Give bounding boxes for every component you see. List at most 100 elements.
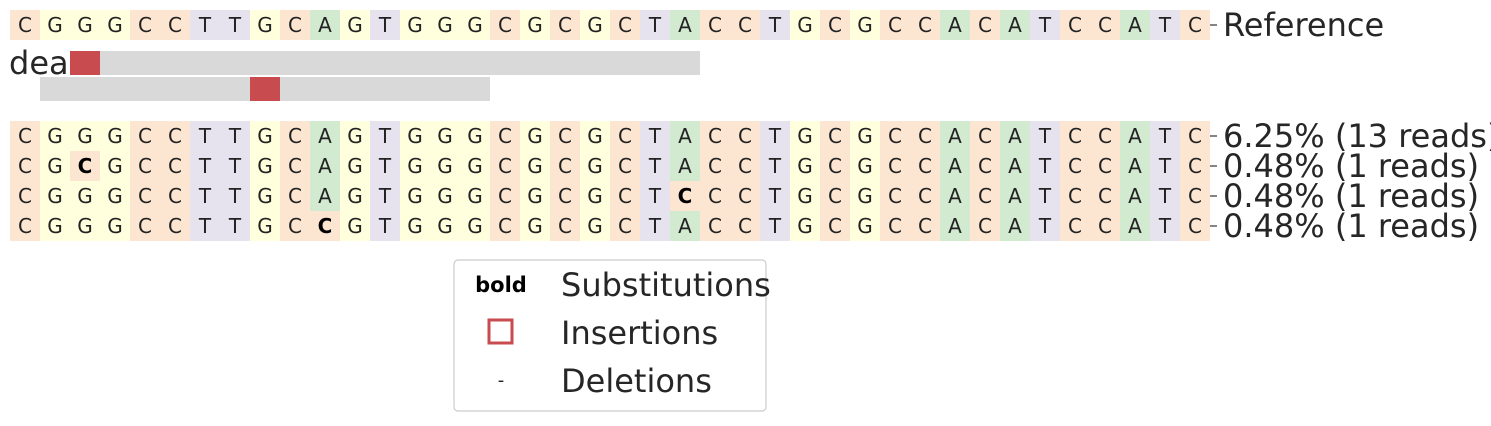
allele-cell (10, 181, 40, 211)
base-letter: C (18, 13, 32, 37)
reference-cell (880, 10, 910, 40)
base-letter: A (678, 214, 692, 238)
reference-cell (340, 10, 370, 40)
allele-cell (160, 211, 190, 241)
base-letter: G (347, 184, 363, 208)
allele-cell (400, 211, 430, 241)
reference-cell (250, 10, 280, 40)
base-letter: T (378, 214, 392, 238)
allele-cell (1000, 211, 1030, 241)
allele-cell (490, 151, 520, 181)
reference-cell (40, 10, 70, 40)
allele-cell (280, 121, 310, 151)
base-letter: C (138, 13, 152, 37)
allele-cell (130, 181, 160, 211)
allele-cell (280, 151, 310, 181)
reference-cell (820, 10, 850, 40)
legend: bold Substitutions Insertions - Deletion… (453, 259, 771, 412)
allele-cell (1030, 121, 1060, 151)
base-letter: G (527, 124, 543, 148)
base-letter: C (918, 154, 932, 178)
base-letter: T (1158, 214, 1172, 238)
allele-cell (640, 121, 670, 151)
base-letter: T (768, 214, 782, 238)
allele-cell (1000, 121, 1030, 151)
base-letter: C (558, 154, 572, 178)
allele-cell (970, 121, 1000, 151)
allele-cell (1000, 151, 1030, 181)
reference-cell (1180, 10, 1210, 40)
guide-bars (40, 51, 700, 101)
reference-cell (640, 10, 670, 40)
base-letter: G (857, 184, 873, 208)
allele-cell (820, 211, 850, 241)
allele-cell (970, 211, 1000, 241)
base-letter: C (138, 124, 152, 148)
base-letter: A (678, 124, 692, 148)
reference-cell (460, 10, 490, 40)
base-letter: G (47, 154, 63, 178)
base-letter: C (498, 214, 512, 238)
base-letter: C (288, 184, 302, 208)
allele-cell (1030, 151, 1060, 181)
reference-cell (850, 10, 880, 40)
base-letter: G (437, 154, 453, 178)
base-letter: G (587, 154, 603, 178)
allele-cell (520, 181, 550, 211)
reference-cell (10, 10, 40, 40)
allele-cell (670, 151, 700, 181)
base-letter: C (888, 214, 902, 238)
base-letter: T (768, 154, 782, 178)
allele-cell (310, 121, 340, 151)
allele-cell (310, 181, 340, 211)
allele-cell (1180, 121, 1210, 151)
base-letter: G (437, 184, 453, 208)
legend-deletions-label: Deletions (561, 362, 712, 400)
allele-frequency-label: 0.48% (1 reads) (1223, 177, 1479, 215)
reference-cell (1000, 10, 1030, 40)
allele-cell (1150, 151, 1180, 181)
allele-cell (550, 181, 580, 211)
substitution-base: C (78, 154, 93, 178)
allele-cell (670, 211, 700, 241)
allele-cell (460, 181, 490, 211)
allele-cell (1120, 211, 1150, 241)
allele-cell (1030, 181, 1060, 211)
base-letter: C (18, 214, 32, 238)
allele-cell (220, 211, 250, 241)
base-letter: C (168, 154, 182, 178)
reference-cell (310, 10, 340, 40)
base-letter: C (1068, 124, 1082, 148)
allele-cell (940, 151, 970, 181)
base-letter: G (587, 13, 603, 37)
base-letter: G (797, 184, 813, 208)
allele-cell (1030, 211, 1060, 241)
base-letter: C (708, 184, 722, 208)
base-letter: C (738, 214, 752, 238)
allele-cell (490, 181, 520, 211)
reference-cell (550, 10, 580, 40)
allele-cell (820, 121, 850, 151)
allele-cell (910, 151, 940, 181)
allele-cell (250, 211, 280, 241)
base-letter: C (168, 124, 182, 148)
allele-cell (220, 181, 250, 211)
allele-cell (880, 121, 910, 151)
base-letter: T (1158, 154, 1172, 178)
allele-cell (130, 211, 160, 241)
base-letter: T (1038, 184, 1052, 208)
base-letter: A (948, 124, 962, 148)
allele-cell (730, 151, 760, 181)
allele-cell (670, 181, 700, 211)
allele-frequency-label: 0.48% (1 reads) (1223, 147, 1479, 185)
base-letter: G (467, 124, 483, 148)
base-letter: T (648, 124, 662, 148)
base-letter: T (648, 184, 662, 208)
base-letter: T (228, 214, 242, 238)
base-letter: C (708, 13, 722, 37)
base-letter: C (618, 154, 632, 178)
allele-cell (340, 151, 370, 181)
base-letter: A (1128, 124, 1142, 148)
legend-insertions-label: Insertions (561, 314, 718, 352)
